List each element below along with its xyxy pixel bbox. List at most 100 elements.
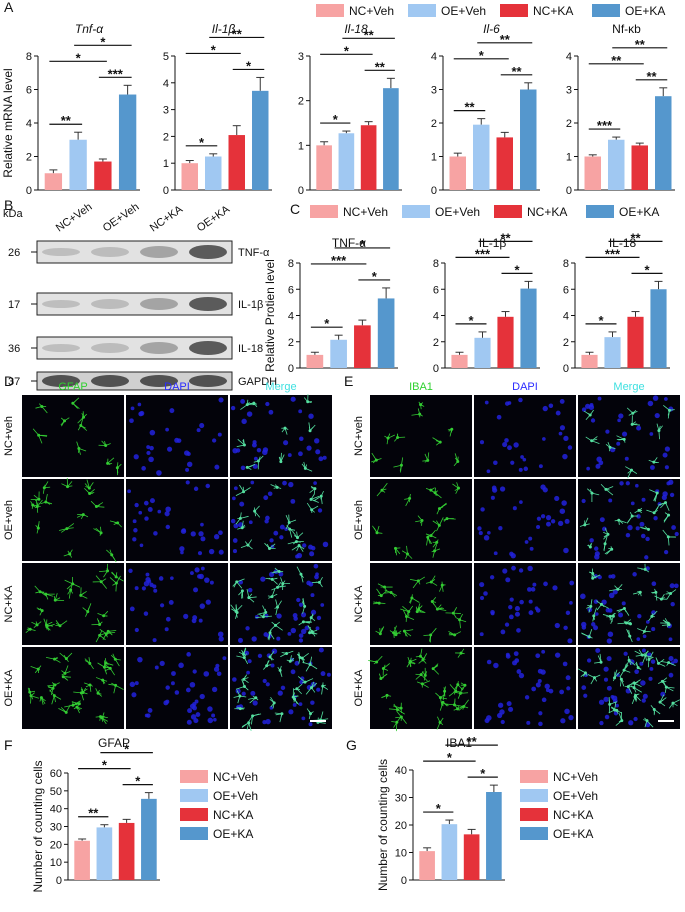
row-label: NC+KA [3,585,15,623]
y-tick-label: 30 [395,793,407,805]
glia-soma [458,618,462,622]
nucleus [269,538,274,543]
nucleus [318,456,324,462]
glia-soma [88,683,92,687]
glia-soma [642,629,646,633]
glia-soma [242,677,246,681]
glia-soma [644,654,648,658]
glia-soma [308,429,312,433]
micrograph-field [22,479,124,561]
glia-soma [77,702,81,706]
glia-soma [456,707,460,711]
nucleus [148,456,154,463]
nucleus [306,580,311,586]
nucleus [170,681,175,686]
glia-soma [655,491,659,495]
micrograph [370,479,472,561]
legend-swatch [316,4,344,17]
glia-soma [114,575,118,579]
significance-label: ** [375,59,386,74]
nucleus [493,551,498,556]
micrograph [126,395,228,477]
glia-soma [416,579,420,583]
glia-soma [71,582,75,586]
nucleus [192,615,198,621]
glia-soma [430,600,434,604]
bar [520,288,537,368]
glia-soma [375,660,379,664]
significance-label: *** [605,246,621,261]
nucleus [132,519,137,524]
significance-label: * [479,48,485,63]
nucleus [253,456,258,461]
blot-band [189,341,227,355]
nucleus [597,396,602,401]
nucleus [164,511,170,517]
channel-label: Merge [265,381,296,393]
glia-soma [104,632,108,636]
nucleus [542,405,548,412]
blot-unit: kDa [3,208,23,220]
glia-soma [238,707,242,711]
significance-label: * [102,758,108,773]
nucleus [143,500,149,506]
glia-soma [285,651,289,655]
glia-soma [441,700,445,704]
nucleus [185,480,190,485]
micrograph [474,647,576,729]
glia-soma [591,576,595,580]
glia-soma [435,540,439,544]
nucleus [537,679,542,684]
bar [338,133,355,190]
glia-soma [405,552,409,556]
y-tick-label: 0 [401,875,407,887]
glia-soma [245,403,249,407]
nucleus [508,706,514,712]
glia-soma [399,463,403,467]
nucleus [500,719,505,725]
y-tick-label: 1 [566,152,572,164]
nucleus [596,456,602,463]
nucleus [625,481,630,486]
micrograph [578,395,680,479]
nucleus [252,700,258,706]
chart-title: GFAP [98,736,130,750]
nucleus [217,432,222,437]
nucleus [283,440,289,446]
glia-soma [590,439,594,443]
micrograph [230,647,332,731]
glia-soma [268,631,272,635]
glia-soma [38,590,42,594]
glia-soma [409,659,413,663]
nucleus [490,495,495,500]
nucleus [165,427,169,432]
legend-swatch [500,4,528,17]
nucleus [298,638,304,643]
nucleus [624,456,629,461]
y-tick-label: 2 [433,337,439,349]
nucleus [178,662,184,669]
nucleus [616,441,621,446]
nucleus [664,550,669,555]
bar [473,124,490,190]
legend-swatch [494,205,522,218]
nucleus [644,555,649,560]
nucleus [493,662,499,669]
glia-soma [37,497,41,501]
glia-soma [299,572,303,576]
micrograph [474,395,576,477]
panel-label: F [4,737,13,753]
nucleus [203,671,210,677]
nucleus [519,500,523,504]
glia-soma [69,588,73,592]
panel-label: C [290,201,300,217]
micrograph [578,563,680,645]
nucleus [277,690,283,696]
nucleus [604,714,610,720]
significance-label: *** [475,246,491,261]
nucleus [535,682,541,688]
glia-soma [604,487,608,491]
